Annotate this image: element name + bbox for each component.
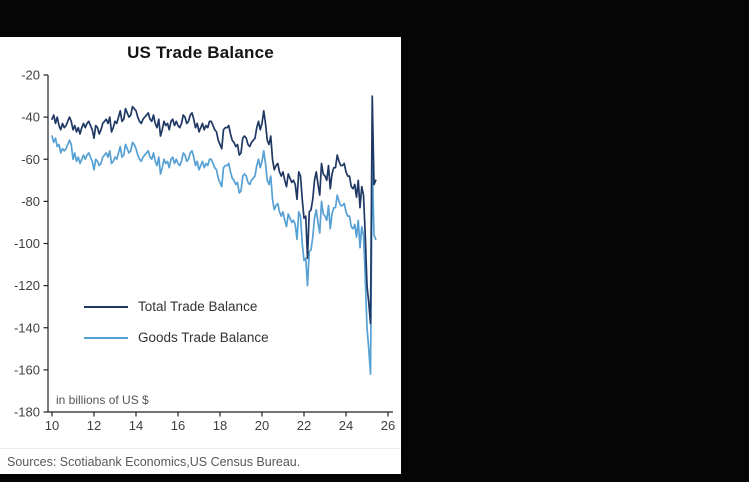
axis-frame	[47, 75, 393, 413]
chart-title: US Trade Balance	[127, 43, 274, 62]
chart-legend: Total Trade Balance Goods Trade Balance	[84, 299, 269, 345]
x-tick-label: 20	[255, 418, 269, 433]
series-line-total	[51, 95, 377, 325]
x-tick-label: 26	[381, 418, 395, 433]
series-line-goods	[51, 135, 377, 375]
y-tick-label: -20	[21, 68, 40, 83]
axis-units-note: in billions of US $	[56, 393, 149, 407]
x-tick-label: 10	[45, 418, 59, 433]
y-tick-label: -160	[14, 362, 40, 377]
legend-label-goods: Goods Trade Balance	[138, 330, 269, 345]
y-tick-label: -80	[21, 194, 40, 209]
y-tick-label: -140	[14, 320, 40, 335]
x-tick-label: 24	[339, 418, 353, 433]
legend-line-goods-icon	[84, 336, 128, 339]
y-tick-label: -180	[14, 405, 40, 420]
x-tick-label: 22	[297, 418, 311, 433]
y-tick-label: -40	[21, 110, 40, 125]
chart-plot-area: -20 -40 -60 -80 -100 -120 -140 -160 -180 10 12 14 16…	[14, 68, 395, 434]
y-tick-label: -100	[14, 236, 40, 251]
x-tick-label: 14	[129, 418, 143, 433]
sources-bar: Sources: Scotiabank Economics,US Census …	[0, 448, 401, 474]
sources-text: Sources: Scotiabank Economics,US Census …	[7, 454, 301, 469]
y-tick-label: -60	[21, 152, 40, 167]
y-tick-label: -120	[14, 278, 40, 293]
legend-line-total-icon	[84, 305, 128, 308]
legend-label-total: Total Trade Balance	[138, 299, 258, 314]
legend-item-goods: Goods Trade Balance	[84, 330, 269, 345]
x-tick-label: 18	[213, 418, 227, 433]
legend-item-total: Total Trade Balance	[84, 299, 269, 314]
chart-panel: -20 -40 -60 -80 -100 -120 -140 -160 -180 10 12 14 16…	[0, 37, 401, 474]
x-tick-label: 16	[171, 418, 185, 433]
x-tick-label: 12	[87, 418, 101, 433]
